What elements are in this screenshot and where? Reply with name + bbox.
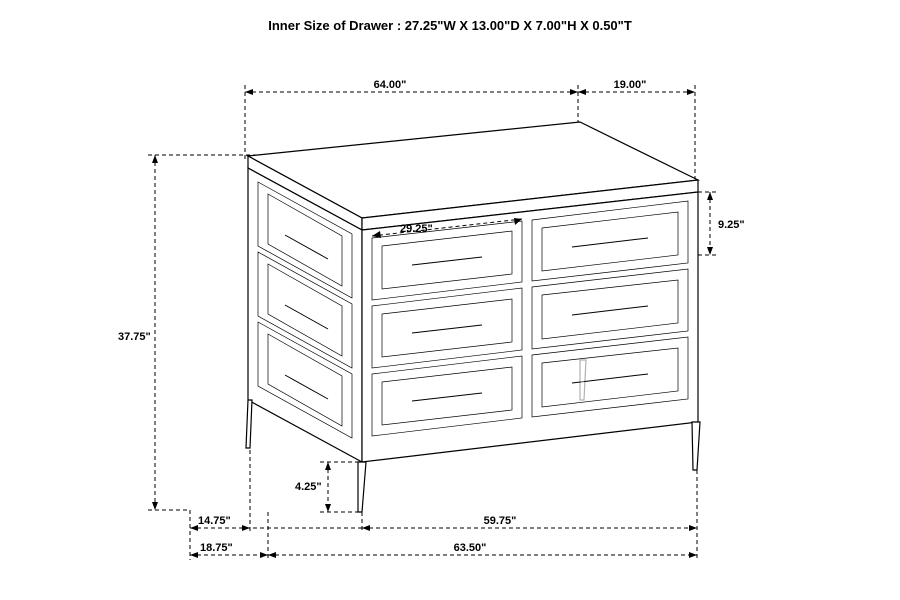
- diagram-title: Inner Size of Drawer : 27.25"W X 13.00"D…: [268, 18, 632, 33]
- dim-base-width: 63.50": [454, 542, 487, 554]
- dim-top-width: 64.00": [374, 79, 407, 91]
- dim-leg-span: 59.75": [484, 515, 517, 527]
- dim-drawer-height: 9.25": [718, 219, 745, 231]
- dim-base-offset: 18.75": [200, 542, 233, 554]
- dim-leg-height: 4.25": [295, 481, 322, 493]
- dim-overall-height: 37.75": [118, 331, 151, 343]
- dresser-diagram: 64.00" 19.00" 37.75": [100, 60, 800, 580]
- dim-drawer-width: 29.25": [400, 223, 433, 235]
- dim-top-depth: 19.00": [614, 79, 647, 91]
- dim-leg-offset: 14.75": [198, 515, 231, 527]
